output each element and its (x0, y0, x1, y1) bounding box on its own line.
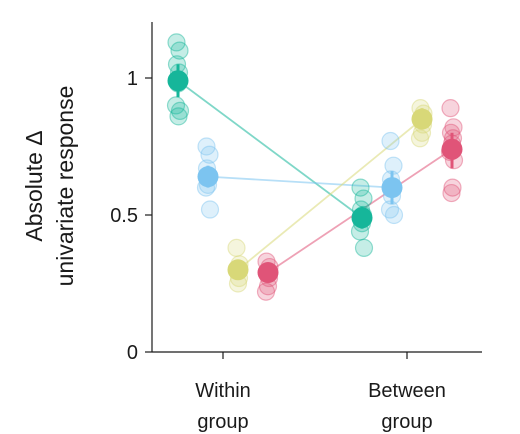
y-axis-title: Absolute Δ univariate response (21, 86, 78, 287)
connector-lines (177, 80, 453, 274)
x-tick-label-within: Within (195, 380, 251, 402)
x-tick-label-within: group (197, 411, 248, 433)
mean-marker (441, 138, 463, 160)
data-point (410, 129, 430, 148)
data-point (197, 137, 216, 156)
data-point (167, 33, 186, 52)
data-point (256, 282, 276, 301)
y-tick-label: 0.5 (110, 205, 138, 227)
data-point (380, 200, 400, 219)
y-tick-label: 0 (127, 342, 138, 364)
connector-line (207, 175, 393, 189)
y-axis-title-line-1: Absolute Δ (21, 130, 47, 241)
y-axis-title-line-2: univariate response (52, 86, 78, 287)
data-point (227, 238, 246, 257)
connector-line (177, 80, 363, 219)
data-point (384, 205, 404, 225)
mean-marker (257, 262, 279, 284)
x-tick-label-between: group (381, 411, 432, 433)
data-point (443, 178, 462, 197)
x-tick-labels: Within group Between group (195, 380, 446, 433)
data-point (200, 200, 220, 219)
axes: 00.51 (110, 22, 482, 364)
y-tick-label: 1 (127, 68, 138, 90)
data-point (354, 238, 374, 257)
mean-marker (197, 166, 219, 188)
data-point (442, 183, 461, 203)
data-point (169, 107, 188, 126)
data-point (170, 101, 190, 120)
data-point (351, 178, 370, 197)
mean-marker (351, 207, 373, 229)
mean-marker (411, 108, 433, 130)
connector-line (237, 118, 423, 271)
mean-marker (167, 70, 189, 92)
x-tick-label-between: Between (368, 380, 446, 402)
data-point (170, 41, 189, 60)
data-point (166, 96, 186, 115)
mean-markers (167, 64, 463, 284)
data-point (441, 99, 460, 118)
mean-marker (227, 259, 249, 281)
data-point (381, 131, 400, 151)
mean-marker (381, 177, 403, 199)
data-point (200, 145, 219, 164)
